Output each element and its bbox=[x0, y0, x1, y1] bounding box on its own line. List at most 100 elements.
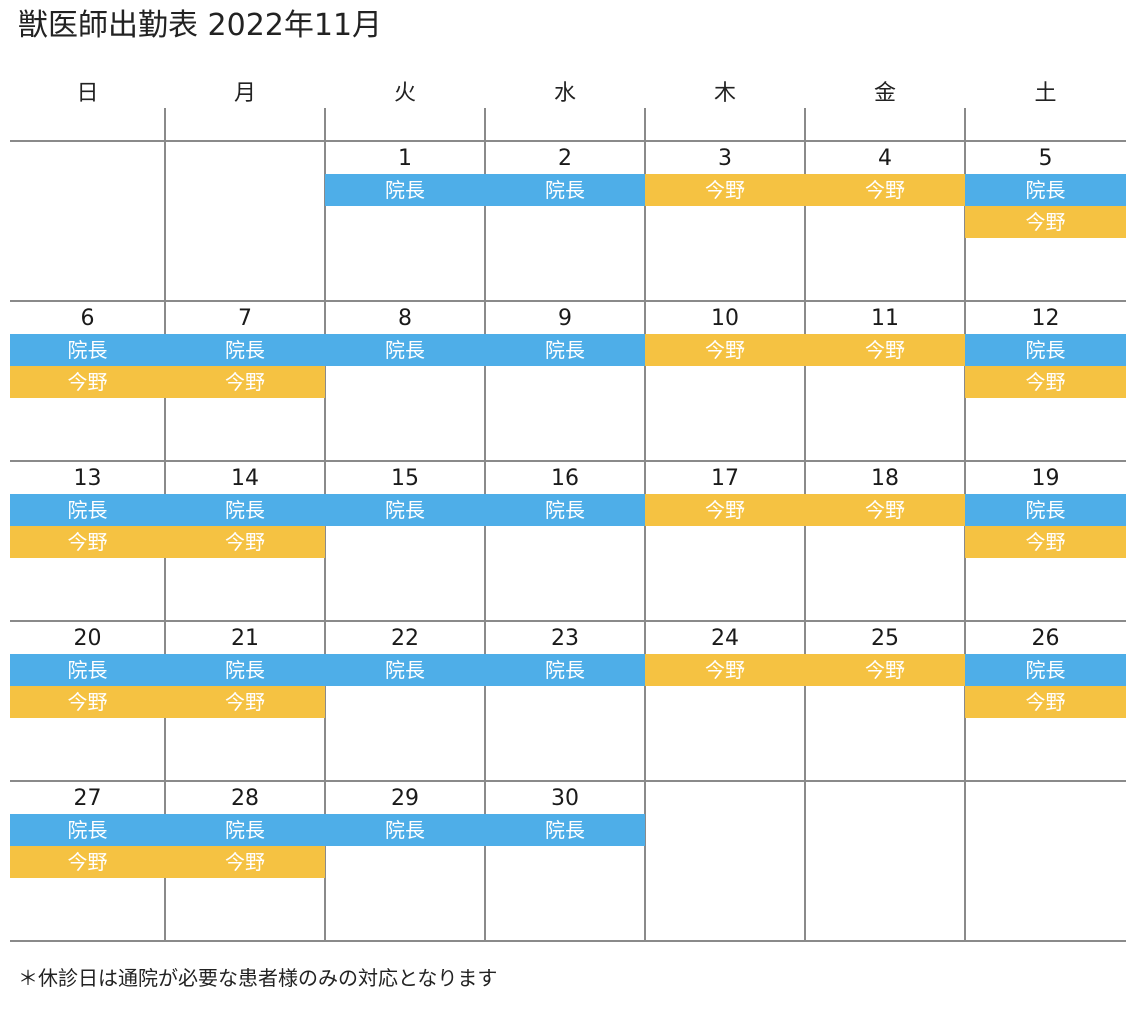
shift-director: 院長 bbox=[165, 814, 325, 846]
day-number: 17 bbox=[711, 466, 739, 491]
weekday-label: 木 bbox=[644, 76, 805, 140]
day-cell bbox=[10, 142, 165, 300]
header-divider bbox=[10, 140, 1126, 142]
shift-director: 院長 bbox=[10, 494, 165, 526]
shift-konno: 今野 bbox=[805, 654, 965, 686]
day-cell: 5 院長 今野 bbox=[964, 142, 1126, 300]
shift-director: 院長 bbox=[965, 174, 1126, 206]
day-cell: 15 院長 bbox=[324, 462, 485, 620]
page-title: 獣医師出勤表 2022年11月 bbox=[18, 8, 383, 43]
day-number: 13 bbox=[73, 466, 102, 491]
shift-director: 院長 bbox=[325, 814, 485, 846]
shift-director: 院長 bbox=[485, 494, 645, 526]
shift-konno: 今野 bbox=[645, 654, 805, 686]
shift-director: 院長 bbox=[165, 494, 325, 526]
day-cell: 10 今野 bbox=[644, 302, 805, 460]
day-number: 19 bbox=[1031, 466, 1060, 491]
day-number: 9 bbox=[558, 306, 572, 331]
day-number: 15 bbox=[391, 466, 419, 491]
day-cell: 26 院長 今野 bbox=[964, 622, 1126, 780]
day-number: 25 bbox=[871, 626, 899, 651]
shift-director: 院長 bbox=[325, 494, 485, 526]
shift-director: 院長 bbox=[325, 654, 485, 686]
day-cell: 7 院長 今野 bbox=[164, 302, 325, 460]
calendar-grid: 日月火水木金土 1 院長 2 院長 3 今野 4 今野 5 院長 今野 6 院長 今野 7 院長 今野 8 院長 9 院… bbox=[10, 76, 1126, 942]
day-cell: 21 院長 今野 bbox=[164, 622, 325, 780]
shift-director: 院長 bbox=[325, 334, 485, 366]
shift-konno: 今野 bbox=[965, 686, 1126, 718]
day-cell: 1 院長 bbox=[324, 142, 485, 300]
day-cell: 23 院長 bbox=[484, 622, 645, 780]
day-cell: 29 院長 bbox=[324, 782, 485, 940]
day-number: 21 bbox=[231, 626, 259, 651]
day-number: 24 bbox=[711, 626, 739, 651]
day-cell bbox=[164, 142, 325, 300]
week-row: 13 院長 今野 14 院長 今野 15 院長 16 院長 17 今野 18 今野 19 院長 今野 bbox=[10, 462, 1126, 622]
day-number: 10 bbox=[711, 306, 739, 331]
shift-konno: 今野 bbox=[645, 174, 805, 206]
weekday-label: 土 bbox=[964, 76, 1126, 140]
shift-konno: 今野 bbox=[965, 526, 1126, 558]
day-number bbox=[10, 142, 165, 174]
day-number: 11 bbox=[871, 306, 899, 331]
day-number: 27 bbox=[73, 786, 102, 811]
day-number: 28 bbox=[231, 786, 259, 811]
shift-director: 院長 bbox=[165, 654, 325, 686]
shift-konno: 今野 bbox=[10, 846, 165, 878]
calendar-weeks: 1 院長 2 院長 3 今野 4 今野 5 院長 今野 6 院長 今野 7 院長 今野 8 院長 9 院長 10 今野 11 今… bbox=[10, 142, 1126, 942]
shift-konno: 今野 bbox=[965, 366, 1126, 398]
day-cell: 9 院長 bbox=[484, 302, 645, 460]
shift-konno: 今野 bbox=[645, 334, 805, 366]
day-cell: 13 院長 今野 bbox=[10, 462, 165, 620]
day-cell: 28 院長 今野 bbox=[164, 782, 325, 940]
shift-konno: 今野 bbox=[10, 526, 165, 558]
day-number: 7 bbox=[238, 306, 252, 331]
day-cell bbox=[964, 782, 1126, 940]
day-cell: 25 今野 bbox=[804, 622, 965, 780]
day-number: 23 bbox=[551, 626, 579, 651]
day-cell: 30 院長 bbox=[484, 782, 645, 940]
day-cell: 11 今野 bbox=[804, 302, 965, 460]
week-row: 6 院長 今野 7 院長 今野 8 院長 9 院長 10 今野 11 今野 12 院長 今野 bbox=[10, 302, 1126, 462]
day-number: 6 bbox=[80, 306, 95, 331]
day-cell: 22 院長 bbox=[324, 622, 485, 780]
shift-director: 院長 bbox=[10, 334, 165, 366]
shift-konno: 今野 bbox=[805, 334, 965, 366]
day-cell: 18 今野 bbox=[804, 462, 965, 620]
day-number: 5 bbox=[1038, 146, 1053, 171]
weekday-label: 日 bbox=[76, 81, 99, 106]
day-number bbox=[165, 142, 325, 174]
day-number: 22 bbox=[391, 626, 419, 651]
shift-director: 院長 bbox=[485, 814, 645, 846]
day-number bbox=[645, 782, 805, 814]
day-cell: 2 院長 bbox=[484, 142, 645, 300]
shift-director: 院長 bbox=[10, 654, 165, 686]
day-number: 8 bbox=[398, 306, 412, 331]
shift-konno: 今野 bbox=[805, 174, 965, 206]
shift-konno: 今野 bbox=[805, 494, 965, 526]
day-cell: 8 院長 bbox=[324, 302, 485, 460]
day-number: 3 bbox=[718, 146, 732, 171]
shift-konno: 今野 bbox=[10, 686, 165, 718]
day-number: 30 bbox=[551, 786, 579, 811]
weekday-label: 火 bbox=[324, 76, 485, 140]
day-number bbox=[805, 782, 965, 814]
day-number: 20 bbox=[73, 626, 102, 651]
day-cell: 3 今野 bbox=[644, 142, 805, 300]
shift-konno: 今野 bbox=[165, 846, 325, 878]
shift-director: 院長 bbox=[485, 334, 645, 366]
day-cell: 12 院長 今野 bbox=[964, 302, 1126, 460]
shift-director: 院長 bbox=[485, 654, 645, 686]
day-cell: 14 院長 今野 bbox=[164, 462, 325, 620]
day-cell: 24 今野 bbox=[644, 622, 805, 780]
day-number: 26 bbox=[1031, 626, 1060, 651]
week-row: 1 院長 2 院長 3 今野 4 今野 5 院長 今野 bbox=[10, 142, 1126, 302]
day-cell: 4 今野 bbox=[804, 142, 965, 300]
weekday-header: 日 月火水木金土 bbox=[10, 76, 1126, 140]
day-number: 29 bbox=[391, 786, 419, 811]
shift-director: 院長 bbox=[965, 494, 1126, 526]
weekday-label: 月 bbox=[164, 76, 325, 140]
shift-konno: 今野 bbox=[10, 366, 165, 398]
day-cell bbox=[804, 782, 965, 940]
shift-konno: 今野 bbox=[645, 494, 805, 526]
